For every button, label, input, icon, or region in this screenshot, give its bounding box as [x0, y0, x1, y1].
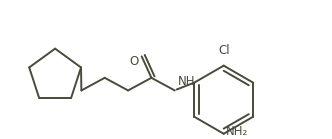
Text: NH₂: NH₂: [226, 125, 248, 138]
Text: NH: NH: [178, 75, 195, 88]
Text: O: O: [129, 55, 139, 68]
Text: Cl: Cl: [219, 44, 230, 57]
